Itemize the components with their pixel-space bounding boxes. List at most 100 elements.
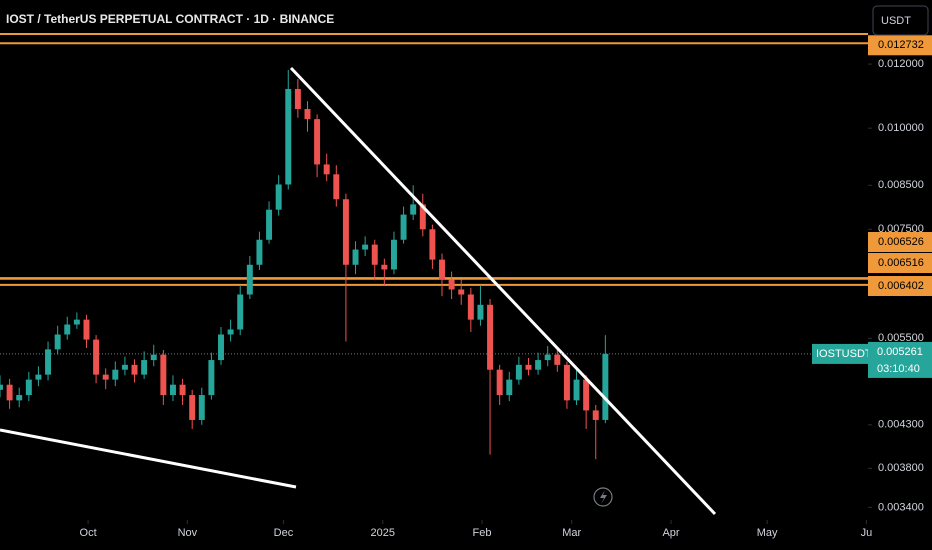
candle-body [583,379,590,411]
candle-body [218,334,224,361]
symbol-label-box [812,343,868,364]
candle-body [246,264,253,295]
candle-body [150,354,157,361]
candle-body [227,329,234,335]
x-tick-label: Ju [861,527,873,539]
y-tick-label: 0.012000 [878,58,924,70]
trendline-down [289,66,717,516]
level-label: 0.012732 [878,39,924,51]
candle-body [439,259,445,280]
candle-body [304,109,311,120]
candle-body [54,334,61,350]
candle-body [237,294,244,330]
last-price-box [868,341,932,378]
candle-body [535,360,542,370]
x-tick-label: Dec [274,527,294,539]
level-label: 0.006516 [878,257,924,269]
candle-body [6,384,13,401]
candle-body [160,354,167,396]
candle-body [83,319,90,340]
candle-body [573,379,580,401]
currency-button[interactable] [872,5,929,36]
candle-body [73,319,80,325]
candle-body [121,364,128,370]
candle-body [496,369,503,396]
x-tick-label: Nov [178,527,198,539]
x-tick-label: Mar [562,527,581,539]
y-tick-label: 0.003400 [878,501,924,513]
candle-body [179,384,186,396]
candle-body [285,88,292,185]
axes: 0.0120000.0100000.0085000.0075000.005500… [80,35,932,539]
symbol-label: IOSTUSDT.P [816,348,881,360]
level-label-box [868,253,932,273]
candle-body [448,279,455,290]
level-label: 0.006526 [878,236,924,248]
candle-body [544,354,551,361]
y-tick-label: 0.010000 [878,122,924,134]
level-label-box [868,232,932,252]
y-tick-label: 0.005500 [878,332,924,344]
candle-body [390,239,397,270]
x-tick-label: 2025 [371,527,395,539]
candle-body [400,214,407,240]
chart-title: IOST / TetherUS PERPETUAL CONTRACT · 1D … [6,12,334,26]
candle-body [487,304,494,370]
candle-body [16,395,23,401]
countdown-label: 03:10:40 [877,363,920,375]
candle-body [45,349,52,375]
candle-body [467,294,474,320]
level-label-box [868,35,932,56]
candle-body [0,384,3,390]
candle-body [35,374,42,380]
candle-body [208,360,215,396]
levels [0,42,868,286]
alert-icon[interactable] [593,487,613,507]
candle-body [362,244,369,250]
candle-body [256,239,263,265]
candle-body [410,204,417,215]
candle-body [275,184,282,210]
last-price-label: 0.005261 [877,346,923,358]
candle-body [102,374,109,380]
x-tick-label: May [757,527,778,539]
candle-body [25,379,32,396]
candle-body [371,244,378,265]
candle-body [429,229,436,260]
candle-body [131,364,138,375]
candle-body [314,119,321,165]
y-tick-label: 0.003800 [878,462,924,474]
candle-body [602,353,609,420]
candle-body [381,264,388,270]
candle-body [266,209,273,240]
candle-body [323,164,330,175]
candle-body [141,360,148,375]
candle-body [352,249,359,265]
level-label: 0.006402 [878,280,924,292]
candles [0,69,609,460]
x-tick-label: Feb [473,527,492,539]
candle-body [294,88,301,110]
candle-body [563,364,570,401]
x-tick-label: Oct [80,527,97,539]
candle-body [169,384,176,396]
candle-body [112,369,119,380]
candle-body [506,379,513,396]
candle-body [515,364,522,380]
candle-body [458,289,465,295]
level-label-box [868,276,932,296]
candle-body [189,395,196,420]
candle-body [525,364,532,370]
x-tick-label: Apr [662,527,679,539]
candle-body [554,354,561,365]
candle-body [419,204,426,230]
candle-body [333,174,340,200]
candle-body [64,324,71,335]
candle-body [198,395,205,420]
currency-label: USDT [881,15,911,27]
candle-body [592,410,599,420]
y-tick-label: 0.008500 [878,179,924,191]
y-tick-label: 0.004300 [878,419,924,431]
